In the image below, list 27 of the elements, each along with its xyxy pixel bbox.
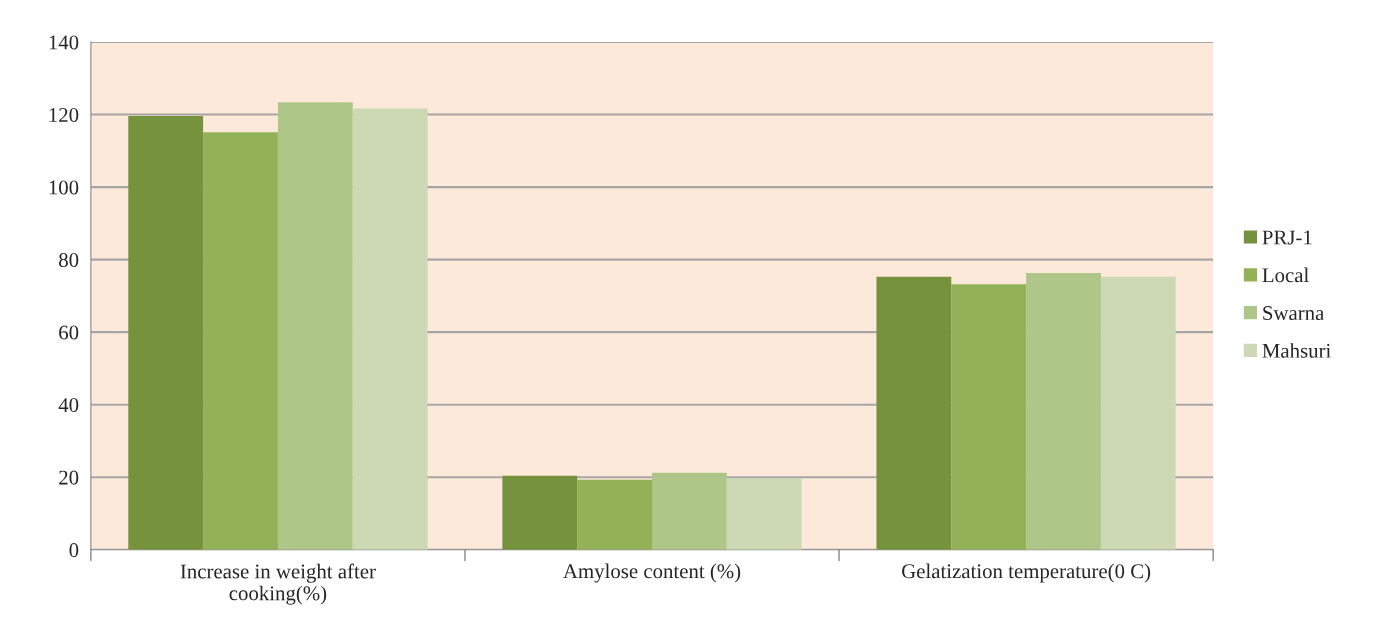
bar	[502, 475, 578, 550]
x-tick-label: Gelatization temperature(0 C)	[902, 563, 1151, 583]
y-tick-label: 140	[49, 35, 79, 50]
legend-label: Mahsuri	[1262, 343, 1331, 358]
bar	[951, 284, 1027, 550]
bar	[1026, 273, 1101, 550]
bar	[128, 116, 204, 550]
bar	[1100, 276, 1176, 550]
y-tick-label: 120	[49, 107, 79, 122]
bar	[876, 276, 952, 550]
bar	[277, 102, 353, 550]
y-tick-label: 60	[59, 325, 79, 340]
y-tick-label: 100	[49, 180, 79, 195]
legend-label: Local	[1262, 267, 1309, 283]
legend-label: PRJ-1	[1262, 230, 1312, 245]
bar	[652, 472, 727, 550]
bar	[726, 477, 802, 550]
bar	[577, 479, 653, 550]
y-tick-label: 80	[59, 253, 79, 268]
bar	[203, 132, 278, 550]
legend-label: Swarna	[1263, 306, 1325, 321]
bar	[352, 108, 428, 550]
y-tick-label: 20	[59, 470, 79, 485]
x-tick-label: Increase in weight after cooking(%)	[180, 563, 376, 605]
y-tick-label: 40	[58, 398, 79, 413]
y-tick-label: 0	[69, 543, 79, 558]
x-tick-label: Amylose content (%)	[563, 563, 741, 583]
